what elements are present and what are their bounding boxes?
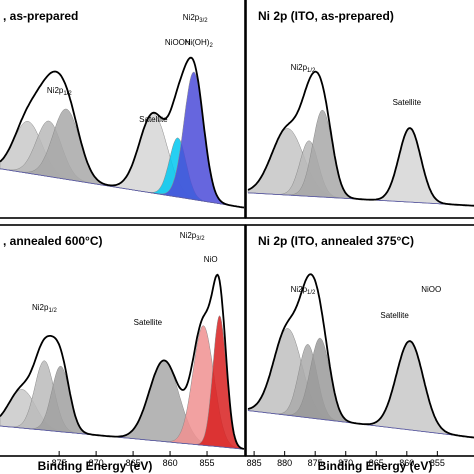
background-line — [0, 168, 245, 208]
annotation-subscript: 2 — [209, 43, 213, 49]
annotation-subscript: 1/2 — [48, 308, 57, 314]
x-tick-label: 880 — [277, 458, 292, 468]
annotation-label: NiO — [204, 255, 218, 264]
annotation-label: NiOO — [421, 285, 441, 294]
panel-title: Ni 2p (ITO, as-prepared) — [258, 9, 394, 23]
envelope-line — [247, 70, 474, 207]
annotation-label: Ni2p1/2 — [291, 285, 316, 296]
panel-frame — [0, 224, 246, 457]
x-tick-label: 870 — [338, 458, 353, 468]
fit-peak-0 — [247, 328, 474, 438]
x-tick-label: 885 — [247, 458, 262, 468]
envelope-line — [0, 56, 245, 209]
x-tick-label: 860 — [163, 458, 178, 468]
x-tick-label: 855 — [430, 458, 445, 468]
annotation-label: Satellite — [139, 115, 168, 124]
annotation-subscript: 1/2 — [307, 290, 316, 296]
annotation-label: Ni2p3/2 — [183, 13, 208, 24]
annotation-subscript: 1/2 — [63, 91, 72, 97]
x-tick-label: 860 — [399, 458, 414, 468]
annotation-subscript: 3/2 — [196, 236, 205, 242]
envelope-line — [0, 273, 245, 450]
x-tick-label: 875 — [52, 458, 67, 468]
annotation-label: Ni2p1/2 — [291, 63, 316, 74]
annotation-label: NiOOH — [165, 38, 191, 47]
annotation-label: Ni2p3/2 — [180, 231, 205, 242]
annotation-label: Satellite — [393, 98, 422, 107]
x-tick-label: 875 — [308, 458, 323, 468]
panel-title: , as-prepared — [3, 9, 78, 23]
annotation-label: Ni2p1/2 — [47, 86, 72, 97]
annotation-label: Satellite — [380, 311, 409, 320]
panel-title: Ni 2p (ITO, annealed 375°C) — [258, 234, 414, 248]
x-tick-label: 865 — [369, 458, 384, 468]
x-axis-label: Binding Energy (eV) — [38, 459, 153, 473]
annotation-subscript: 3/2 — [199, 18, 208, 24]
envelope-line — [247, 273, 474, 439]
panel-frame — [245, 0, 474, 219]
x-axis-label: Binding Energy (eV) — [318, 459, 433, 473]
x-tick-label: 855 — [199, 458, 214, 468]
annotation-label: Ni2p1/2 — [32, 303, 57, 314]
panel-top-right: Ni 2p (ITO, as-prepared) Ni2p1/2 Satellit… — [245, 0, 474, 219]
panel-frame — [0, 0, 246, 219]
x-tick-label: 865 — [126, 458, 141, 468]
annotation-label: Satellite — [134, 318, 163, 327]
x-tick-label: 870 — [89, 458, 104, 468]
annotation-label: Ni(OH)2 — [185, 38, 214, 49]
panel-frame — [245, 224, 474, 457]
panel-title: , annealed 600°C) — [3, 234, 103, 248]
panel-top-left: , as-prepared Ni2p1/2 Ni2p3/2 NiOOHNi(OH)2… — [0, 0, 246, 219]
background-line — [0, 425, 245, 450]
panel-bottom-left: , annealed 600°C) Ni2p1/2 Ni2p3/2 Satellit… — [0, 224, 246, 473]
panel-bottom-right: Ni 2p (ITO, annealed 375°C) Ni2p1/2 Satel… — [245, 224, 474, 473]
annotation-subscript: 1/2 — [307, 68, 316, 74]
